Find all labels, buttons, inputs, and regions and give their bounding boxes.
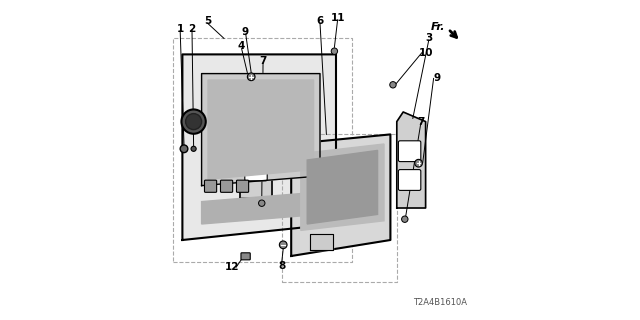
Text: 1: 1 (177, 24, 184, 34)
Circle shape (390, 82, 396, 88)
Circle shape (415, 159, 422, 167)
FancyBboxPatch shape (237, 180, 249, 192)
FancyBboxPatch shape (398, 141, 421, 162)
Text: 3: 3 (425, 33, 433, 44)
Text: 4: 4 (238, 41, 245, 52)
Circle shape (259, 200, 265, 206)
Polygon shape (291, 134, 390, 256)
Polygon shape (301, 144, 384, 230)
Polygon shape (202, 74, 320, 186)
Text: 5: 5 (204, 16, 211, 26)
Polygon shape (397, 112, 426, 208)
FancyBboxPatch shape (245, 134, 268, 155)
Polygon shape (202, 192, 320, 224)
Circle shape (191, 146, 196, 151)
Text: 11: 11 (330, 12, 345, 23)
Polygon shape (182, 54, 336, 240)
FancyBboxPatch shape (398, 170, 421, 190)
Circle shape (280, 241, 287, 249)
Circle shape (332, 48, 338, 54)
FancyBboxPatch shape (245, 160, 268, 181)
Polygon shape (307, 150, 378, 224)
Text: 9: 9 (241, 27, 248, 37)
Text: 7: 7 (417, 116, 424, 127)
Text: 10: 10 (419, 48, 433, 58)
Polygon shape (208, 80, 314, 179)
FancyBboxPatch shape (205, 180, 216, 192)
Text: 12: 12 (225, 262, 239, 272)
Circle shape (186, 114, 202, 130)
Text: 9: 9 (433, 73, 440, 84)
Circle shape (402, 216, 408, 222)
Text: 6: 6 (316, 16, 324, 26)
Text: 8: 8 (278, 260, 285, 271)
Circle shape (182, 109, 206, 134)
Text: Fr.: Fr. (431, 22, 445, 32)
FancyBboxPatch shape (220, 180, 233, 192)
Circle shape (247, 73, 255, 81)
Text: 2: 2 (188, 24, 196, 34)
Text: T2A4B1610A: T2A4B1610A (413, 298, 467, 307)
Polygon shape (310, 234, 333, 250)
Circle shape (180, 145, 188, 153)
Polygon shape (240, 102, 272, 198)
FancyBboxPatch shape (241, 253, 250, 260)
Text: 7: 7 (259, 56, 267, 66)
